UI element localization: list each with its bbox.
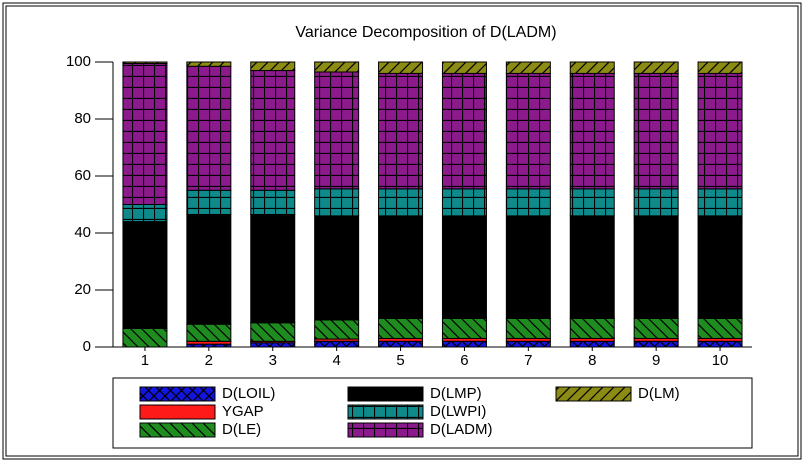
bar-segment bbox=[378, 188, 424, 217]
bar-segment bbox=[122, 204, 168, 223]
x-tick-label: 3 bbox=[269, 352, 277, 369]
bar-segment bbox=[441, 188, 487, 217]
bar-segment bbox=[697, 215, 743, 319]
bar-segment bbox=[633, 318, 679, 339]
x-tick-label: 9 bbox=[652, 352, 660, 369]
bar-segment bbox=[441, 215, 487, 319]
bar-segment bbox=[378, 72, 424, 190]
x-tick-label: 6 bbox=[460, 352, 468, 369]
bar-segment bbox=[250, 322, 296, 342]
y-tick-label: 100 bbox=[66, 53, 91, 70]
bar-segment bbox=[441, 318, 487, 339]
x-tick-label: 5 bbox=[396, 352, 404, 369]
legend-swatch bbox=[347, 386, 424, 402]
legend-label: D(LWPI) bbox=[430, 403, 486, 420]
bar-segment bbox=[314, 71, 360, 190]
legend-label: D(LOIL) bbox=[222, 385, 275, 402]
legend-label: D(LADM) bbox=[430, 421, 493, 438]
bar-segment bbox=[505, 340, 551, 348]
bar-segment bbox=[569, 340, 615, 348]
bar-segment bbox=[378, 215, 424, 319]
bar-segment bbox=[505, 72, 551, 190]
bar-segment bbox=[633, 188, 679, 217]
y-tick-label: 20 bbox=[74, 281, 91, 298]
bar-segment bbox=[569, 61, 615, 74]
bar-segment bbox=[314, 340, 360, 348]
bar-segment bbox=[569, 72, 615, 190]
bar-segment bbox=[569, 188, 615, 217]
bar-segment bbox=[697, 188, 743, 217]
bar-segment bbox=[186, 65, 232, 191]
bar-segment bbox=[697, 318, 743, 339]
bar-segment bbox=[122, 221, 168, 329]
y-tick-label: 60 bbox=[74, 167, 91, 184]
bar-segment bbox=[314, 61, 360, 73]
x-tick-label: 8 bbox=[588, 352, 596, 369]
x-tick-label: 2 bbox=[205, 352, 213, 369]
bar-segment bbox=[633, 215, 679, 319]
bar-segment bbox=[250, 189, 296, 215]
bar-segment bbox=[186, 189, 232, 215]
y-tick-label: 0 bbox=[83, 338, 91, 355]
chart-title: Variance Decomposition of D(LADM) bbox=[295, 24, 556, 41]
legend-swatch bbox=[139, 386, 216, 402]
y-tick-label: 80 bbox=[74, 110, 91, 127]
bar-segment bbox=[441, 72, 487, 190]
legend-swatch bbox=[347, 404, 424, 420]
bar-segment bbox=[378, 61, 424, 74]
bar-segment bbox=[697, 340, 743, 348]
bar-segment bbox=[122, 327, 168, 348]
legend-label: D(LMP) bbox=[430, 385, 482, 402]
bar-segment bbox=[186, 213, 232, 325]
bar-segment bbox=[505, 318, 551, 339]
legend-swatch bbox=[347, 422, 424, 438]
bar-segment bbox=[378, 340, 424, 348]
bar-segment bbox=[378, 318, 424, 339]
inner-frame bbox=[5, 5, 799, 457]
bar-segment bbox=[186, 323, 232, 342]
y-tick-label: 40 bbox=[74, 224, 91, 241]
bar-segment bbox=[505, 188, 551, 217]
bar-segment bbox=[505, 215, 551, 319]
bar-segment bbox=[314, 319, 360, 340]
legend-box bbox=[112, 377, 753, 449]
bar-segment bbox=[186, 61, 232, 67]
legend-swatch bbox=[139, 422, 216, 438]
bar-segment bbox=[441, 61, 487, 74]
bar-segment bbox=[569, 318, 615, 339]
legend-swatch bbox=[139, 404, 216, 420]
legend-label: D(LE) bbox=[222, 421, 261, 438]
bar-segment bbox=[314, 215, 360, 321]
bar-segment bbox=[697, 61, 743, 74]
bar-segment bbox=[505, 61, 551, 74]
x-tick-label: 4 bbox=[332, 352, 340, 369]
bar-segment bbox=[697, 72, 743, 190]
bar-segment bbox=[250, 61, 296, 72]
bar-segment bbox=[122, 61, 168, 64]
x-tick-label: 1 bbox=[141, 352, 149, 369]
bar-segment bbox=[633, 72, 679, 190]
bar-segment bbox=[633, 340, 679, 348]
x-tick-label: 10 bbox=[712, 352, 729, 369]
legend-label: YGAP bbox=[222, 403, 264, 420]
legend-swatch bbox=[555, 386, 632, 402]
bar-segment bbox=[314, 188, 360, 217]
bar-segment bbox=[441, 340, 487, 348]
x-tick-label: 7 bbox=[524, 352, 532, 369]
bar-segment bbox=[569, 215, 615, 319]
bar-segment bbox=[250, 342, 296, 348]
bar-segment bbox=[633, 61, 679, 74]
bar-segment bbox=[250, 213, 296, 324]
bar-segment bbox=[250, 70, 296, 191]
bar-segment bbox=[122, 62, 168, 205]
legend-label: D(LM) bbox=[638, 385, 680, 402]
